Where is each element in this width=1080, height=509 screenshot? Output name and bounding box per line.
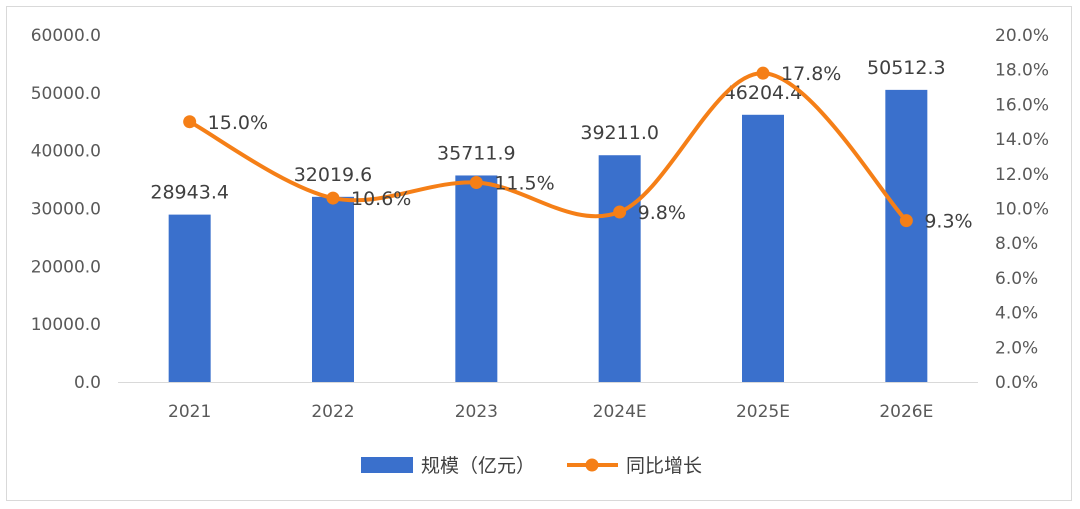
y-left-tick-label: 10000.0 <box>31 315 101 335</box>
line-data-label: 15.0% <box>208 112 268 134</box>
bar-data-label: 39211.0 <box>580 122 659 144</box>
growth-marker-2023 <box>469 175 483 189</box>
growth-marker-2026E <box>899 214 913 228</box>
y-right-tick-label: 12.0% <box>995 165 1049 185</box>
bar-2021 <box>168 214 211 382</box>
bar-2022 <box>312 196 354 382</box>
line-data-label: 10.6% <box>351 188 411 210</box>
bar-2026E <box>885 89 928 382</box>
legend-line-label: 同比增长 <box>626 455 702 477</box>
y-right-tick-label: 14.0% <box>995 130 1049 150</box>
y-left-tick-label: 50000.0 <box>31 84 101 104</box>
line-data-label: 9.3% <box>924 211 972 233</box>
line-data-label: 9.8% <box>638 202 686 224</box>
x-tick-label: 2023 <box>455 402 498 422</box>
y-left-tick-label: 0.0 <box>74 373 101 393</box>
y-right-tick-label: 20.0% <box>995 26 1049 46</box>
y-left-tick-label: 40000.0 <box>31 142 101 162</box>
y-right-tick-label: 16.0% <box>995 95 1049 115</box>
y-left-tick-label: 60000.0 <box>31 26 101 46</box>
y-right-tick-label: 4.0% <box>995 304 1038 324</box>
growth-marker-2022 <box>326 191 340 205</box>
y-right-tick-label: 8.0% <box>995 234 1038 254</box>
growth-marker-2025E <box>756 66 770 80</box>
bar-data-label: 28943.4 <box>150 182 229 204</box>
y-right-tick-label: 6.0% <box>995 269 1038 289</box>
line-data-label: 17.8% <box>781 63 841 85</box>
bar-2023 <box>455 175 498 382</box>
y-left-tick-label: 30000.0 <box>31 200 101 220</box>
growth-line <box>187 71 909 223</box>
y-right-tick-label: 10.0% <box>995 200 1049 220</box>
growth-marker-2024E <box>613 205 627 219</box>
x-tick-label: 2021 <box>168 402 211 422</box>
bar-data-label: 32019.6 <box>294 164 373 186</box>
bar-data-label: 50512.3 <box>867 57 946 79</box>
line-data-label: 11.5% <box>494 172 554 194</box>
legend-bar-label: 规模（亿元） <box>421 455 535 477</box>
x-tick-label: 2026E <box>879 402 933 422</box>
x-tick-label: 2022 <box>311 402 354 422</box>
bar-2025E <box>742 114 784 383</box>
x-tick-label: 2024E <box>593 402 647 422</box>
y-left-tick-label: 20000.0 <box>31 257 101 277</box>
y-right-tick-label: 18.0% <box>995 61 1049 81</box>
legend-line-marker <box>585 458 599 472</box>
y-right-tick-label: 0.0% <box>995 373 1038 393</box>
growth-marker-2021 <box>183 115 197 129</box>
legend-bar-swatch <box>361 457 413 473</box>
bar-2024E <box>598 155 641 382</box>
x-tick-label: 2025E <box>736 402 790 422</box>
bar-data-label: 35711.9 <box>437 142 516 164</box>
y-right-tick-label: 2.0% <box>995 338 1038 358</box>
bar-data-label: 46204.4 <box>724 82 803 104</box>
